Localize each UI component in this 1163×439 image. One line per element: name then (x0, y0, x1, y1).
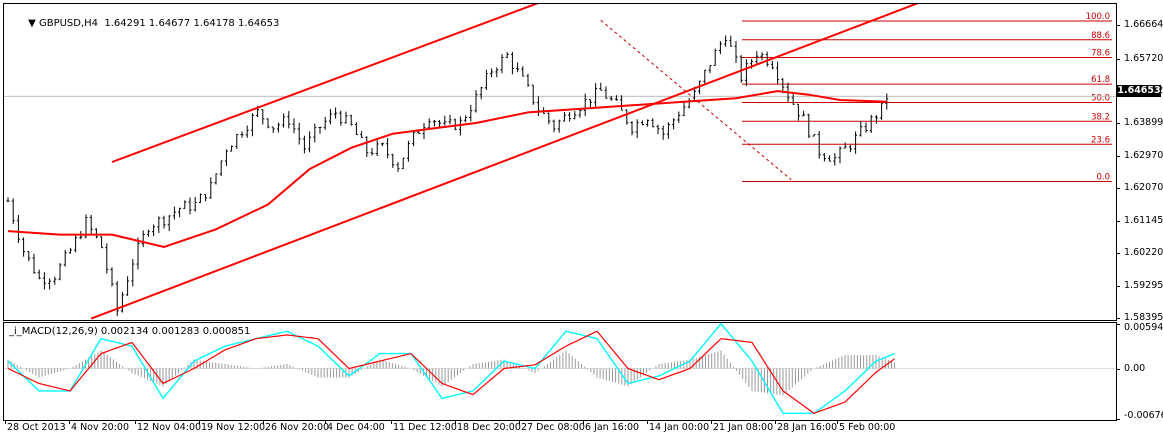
time-axis-tick (837, 420, 838, 424)
price-scale-tick (1116, 253, 1120, 255)
macd-scale-tick (1116, 418, 1120, 420)
time-axis-label: 12 Nov 04:00 (137, 422, 202, 433)
price-scale-tick (1116, 286, 1120, 288)
time-axis-label: 14 Jan 00:00 (649, 422, 710, 433)
time-axis-label: 6 Jan 16:00 (585, 422, 640, 433)
macd-scale-tick (1116, 324, 1120, 326)
price-scale-tick (1116, 25, 1120, 27)
time-axis-label: 28 Oct 2013 (7, 422, 66, 433)
price-scale-label: 1.66664 (1124, 19, 1163, 31)
macd-scale-label: 0.005947 (1124, 322, 1163, 333)
time-axis-label: 11 Dec 12:00 (393, 422, 457, 433)
price-scale-label: 1.63899 (1124, 117, 1163, 129)
fibonacci-level-label: 61.8 (1091, 75, 1110, 85)
price-scale-label: 1.65720 (1124, 52, 1163, 64)
time-axis-label: 28 Jan 16:00 (777, 422, 838, 433)
time-axis-tick (711, 420, 712, 424)
channel-trend-line (90, 4, 919, 320)
time-axis-tick (69, 420, 70, 424)
price-scale-label: 1.58395 (1124, 312, 1163, 324)
fibonacci-level-label: 0.0 (1096, 172, 1110, 182)
macd-title: _i_MACD(12,26,9) 0.002134 0.001283 0.000… (9, 326, 251, 337)
price-scale-label: 1.62970 (1124, 149, 1163, 161)
macd-scale[interactable]: 0.005947 0.00 -0.006762 (1116, 322, 1163, 421)
price-scale-label: 1.61145 (1124, 214, 1163, 226)
time-axis-tick (647, 420, 648, 424)
time-axis-label: 21 Jan 08:00 (713, 422, 774, 433)
time-axis-tick (519, 420, 520, 424)
macd-scale-label: -0.006762 (1124, 410, 1163, 421)
price-chart-svg: 100.0 88.6 78.6 61.8 50.0 38.2 23.6 0.0 (4, 4, 1116, 320)
time-axis-tick (455, 420, 456, 424)
fibonacci-trend-line (600, 19, 792, 181)
time-axis-tick (5, 420, 6, 424)
macd-indicator-pane[interactable]: _i_MACD(12,26,9) 0.002134 0.001283 0.000… (3, 322, 1117, 421)
chart-title: ▼ GBPUSD,H4 1.64291 1.64677 1.64178 1.64… (28, 18, 280, 29)
fibonacci-level-label: 23.6 (1091, 135, 1110, 145)
price-scale-label: 1.59295 (1124, 280, 1163, 292)
time-axis-tick (391, 420, 392, 424)
time-axis-label: 19 Nov 12:00 (201, 422, 266, 433)
macd-signal-line (7, 330, 895, 414)
macd-chart-svg (4, 323, 1116, 414)
macd-scale-tick (1116, 368, 1120, 370)
time-axis-label: 4 Nov 20:00 (71, 422, 130, 433)
moving-average-line (7, 90, 887, 249)
macd-scale-label: 0.00 (1124, 362, 1146, 374)
price-scale-tick (1116, 58, 1120, 60)
fibonacci-level-label: 78.6 (1091, 48, 1110, 58)
time-axis-label: 4 Dec 04:00 (327, 422, 385, 433)
time-axis-tick (325, 420, 326, 424)
time-axis-tick (583, 420, 584, 424)
current-price-label: 1.64653 (1117, 85, 1161, 97)
time-axis-tick (263, 420, 264, 424)
price-scale[interactable]: 1.666641.657201.648121.638991.629701.620… (1116, 3, 1163, 324)
time-axis-label: 18 Dec 20:00 (457, 422, 521, 433)
time-axis[interactable]: 28 Oct 2013 4 Nov 20:00 12 Nov 04:00 19 Nov… (3, 420, 1117, 439)
channel-trend-line (111, 4, 539, 163)
triangle-down-icon[interactable]: ▼ (28, 18, 39, 29)
time-axis-tick (775, 420, 776, 424)
macd-main-line (7, 323, 895, 414)
price-scale-tick (1116, 187, 1120, 189)
price-chart-pane[interactable]: ▼ GBPUSD,H4 1.64291 1.64677 1.64178 1.64… (3, 3, 1117, 321)
fibonacci-level-label: 100.0 (1086, 12, 1110, 22)
price-scale-tick (1116, 155, 1120, 157)
time-axis-tick (135, 420, 136, 424)
price-scale-tick (1116, 220, 1120, 222)
price-scale-tick (1116, 123, 1120, 125)
price-scale-tick (1116, 318, 1120, 320)
price-scale-label: 1.62070 (1124, 181, 1163, 193)
fibonacci-level-label: 88.6 (1091, 31, 1110, 41)
time-axis-label: 26 Nov 20:00 (265, 422, 330, 433)
time-axis-label: 5 Feb 00:00 (839, 422, 896, 433)
time-axis-label: 27 Dec 08:00 (521, 422, 585, 433)
fibonacci-level-label: 50.0 (1091, 93, 1110, 103)
fibonacci-level-label: 38.2 (1091, 112, 1110, 122)
time-axis-tick (199, 420, 200, 424)
price-scale-label: 1.60220 (1124, 247, 1163, 259)
